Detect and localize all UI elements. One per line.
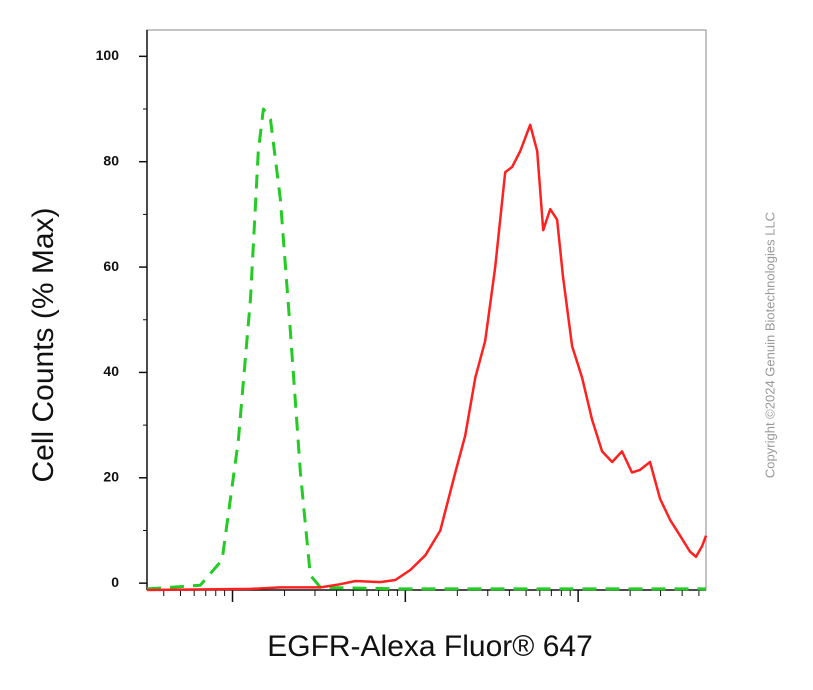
y-tick-label: 0 [111, 574, 119, 590]
y-tick-label: 80 [103, 152, 119, 168]
y-tick-label: 40 [103, 363, 119, 379]
y-tick-label: 100 [96, 47, 120, 63]
series-line [146, 123, 708, 592]
y-tick-label: 20 [103, 468, 119, 484]
x-axis-label: EGFR-Alexa Fluor® 647 [267, 630, 593, 663]
y-axis-label: Cell Counts (% Max) [27, 207, 60, 482]
y-tick-label: 60 [103, 258, 119, 274]
watermark: Copyright ©2024 Genuin Biotechnologies L… [762, 212, 777, 478]
series-line [146, 107, 706, 591]
